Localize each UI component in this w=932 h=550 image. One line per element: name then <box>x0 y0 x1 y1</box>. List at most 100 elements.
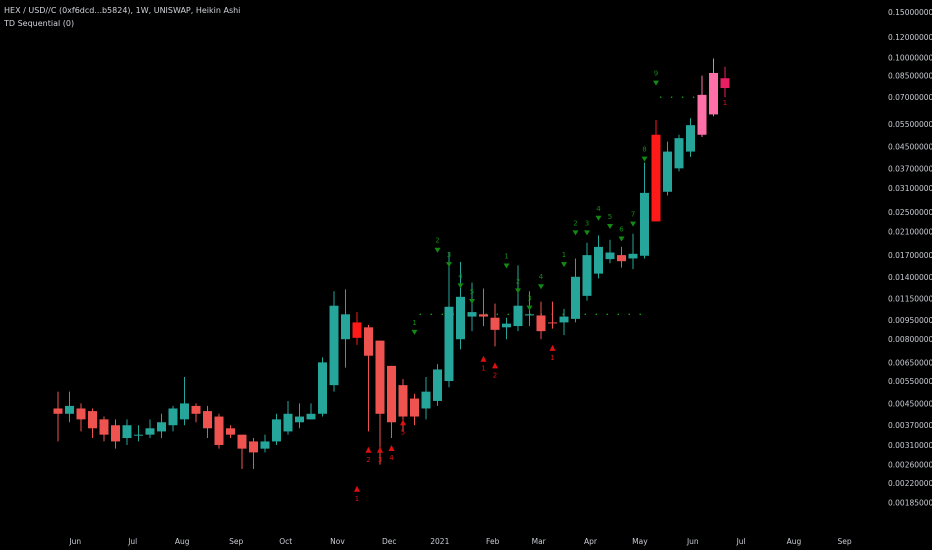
candle-body <box>410 398 419 417</box>
td-arrow-down-icon <box>469 298 475 304</box>
candle-body <box>237 434 247 449</box>
y-tick-label: 0.00370000 <box>888 421 932 430</box>
x-tick-label: Aug <box>787 537 802 546</box>
candle-body <box>318 362 327 414</box>
td-count-label: 9 <box>654 70 658 78</box>
support-dot <box>507 313 509 316</box>
td-count-label: 2 <box>493 371 497 379</box>
td-count-label: 4 <box>539 273 544 281</box>
candle-body <box>559 316 569 323</box>
candle-body <box>628 253 638 259</box>
y-tick-label: 0.00450000 <box>888 399 932 408</box>
td-count-label: 5 <box>470 288 474 296</box>
td-count-label: 4 <box>389 454 394 462</box>
candle-body <box>663 151 672 192</box>
candle-body <box>111 425 120 442</box>
td-count-label: 2 <box>516 277 520 285</box>
y-tick-label: 0.05500000 <box>888 120 932 129</box>
x-tick-label: Apr <box>584 537 598 546</box>
candle-body <box>99 419 109 435</box>
td-count-label: 4 <box>458 272 463 280</box>
x-tick-label: Jun <box>686 537 699 546</box>
td-arrow-down-icon <box>526 305 533 311</box>
td-count-label: 1 <box>355 495 359 503</box>
y-tick-label: 0.01400000 <box>888 273 932 282</box>
td-count-label: 2 <box>366 456 370 464</box>
candle-body <box>651 134 661 222</box>
x-tick-label: Sep <box>838 537 852 546</box>
candle-body <box>88 411 97 429</box>
td-arrow-down-icon <box>653 80 659 86</box>
candle-body <box>697 94 707 135</box>
candle-body <box>617 255 626 262</box>
td-count-label: 3 <box>447 251 451 259</box>
candle-body <box>398 385 408 417</box>
td-arrow-down-icon <box>503 263 510 269</box>
x-tick-label: Jul <box>127 537 137 546</box>
candle-body <box>306 413 316 420</box>
x-tick-label: 2021 <box>430 537 449 546</box>
td-count-label: 5 <box>401 428 405 436</box>
td-arrow-down-icon <box>607 223 613 229</box>
candle-body <box>65 405 74 414</box>
x-tick-label: Nov <box>330 537 345 546</box>
x-tick-label: Jun <box>68 537 81 546</box>
y-tick-label: 0.00650000 <box>888 358 932 367</box>
td-arrow-up-icon <box>549 344 556 351</box>
td-arrow-down-icon <box>411 329 418 335</box>
candle-body <box>364 327 373 356</box>
candle-body <box>582 255 592 296</box>
x-tick-label: Dec <box>382 537 397 546</box>
td-count-label: 6 <box>619 226 624 234</box>
support-dot <box>606 313 608 316</box>
x-tick-label: May <box>632 537 648 546</box>
td-count-label: 1 <box>412 319 416 327</box>
td-arrow-up-icon <box>400 419 406 426</box>
td-count-label: 1 <box>550 354 554 362</box>
td-count-label: 2 <box>573 219 577 227</box>
candle-body <box>444 306 454 382</box>
y-tick-label: 0.07000000 <box>888 93 932 102</box>
support-dot <box>639 313 641 316</box>
candle-body <box>640 192 649 256</box>
chart-header: HEX / USD//C (0xf6dcd...b5824), 1W, UNIS… <box>4 4 240 30</box>
resistance-dot <box>670 96 673 98</box>
support-dot <box>562 313 564 316</box>
td-arrow-down-icon <box>446 262 452 268</box>
candle-body <box>76 408 86 420</box>
td-count-label: 8 <box>642 146 646 154</box>
td-count-label: 1 <box>504 252 508 260</box>
candle-body <box>674 138 684 169</box>
td-count-label: 2 <box>435 237 439 245</box>
td-arrow-down-icon <box>434 247 441 253</box>
support-dot <box>617 313 619 316</box>
td-arrow-up-icon <box>365 446 372 453</box>
td-count-label: 1 <box>481 365 485 373</box>
candle-body <box>203 411 212 429</box>
td-arrow-up-icon <box>354 485 360 492</box>
candle-body <box>720 78 730 89</box>
candle-body <box>479 314 488 317</box>
td-arrow-up-icon <box>388 444 395 451</box>
x-tick-label: Aug <box>175 537 190 546</box>
y-tick-label: 0.10000000 <box>888 53 932 62</box>
y-tick-label: 0.03700000 <box>888 164 932 173</box>
td-count-label: 3 <box>527 295 531 303</box>
candle-body <box>536 315 546 332</box>
candle-body <box>467 312 477 317</box>
candle-body <box>375 340 385 414</box>
candle-body <box>249 441 258 453</box>
y-tick-label: 0.12000000 <box>888 33 932 42</box>
x-tick-label: Oct <box>279 537 292 546</box>
y-tick-label: 0.00310000 <box>888 441 932 450</box>
candle-body <box>145 428 155 435</box>
candle-body <box>226 428 235 435</box>
y-tick-label: 0.00550000 <box>888 377 932 386</box>
support-dot <box>584 313 586 316</box>
td-arrow-down-icon <box>618 236 625 242</box>
td-arrow-up-icon <box>492 362 498 369</box>
td-arrow-down-icon <box>572 230 579 236</box>
td-arrow-down-icon <box>561 262 567 268</box>
td-count-label: 3 <box>585 219 589 227</box>
